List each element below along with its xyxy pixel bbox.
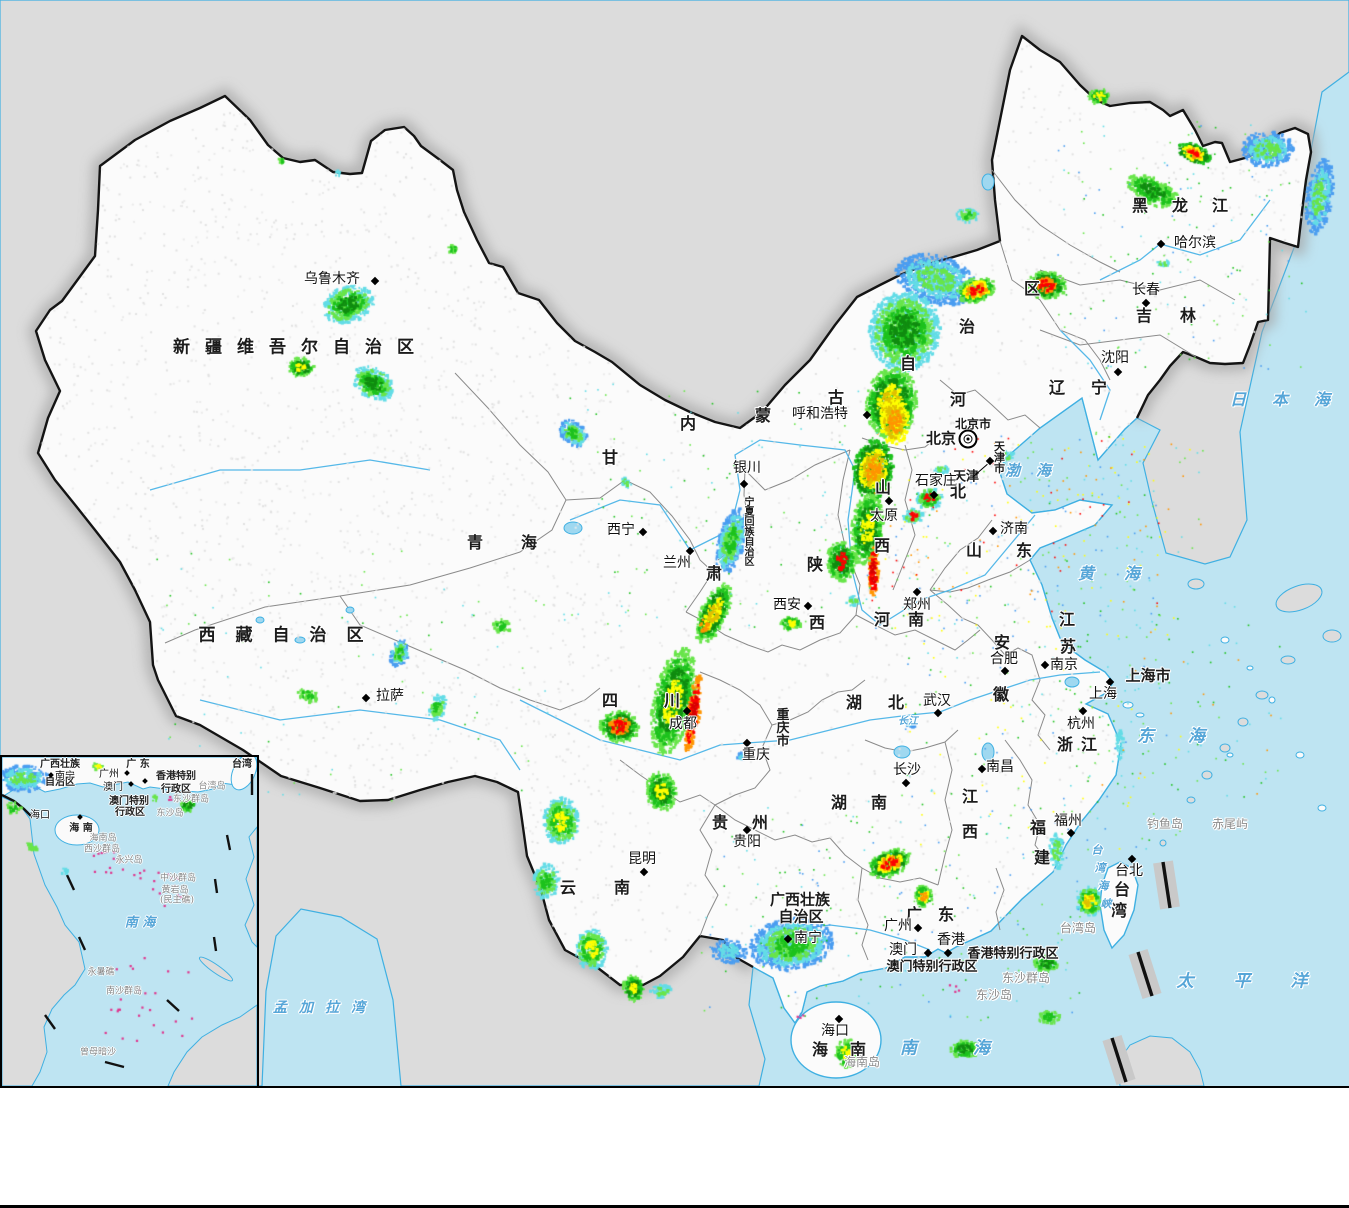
inset-label: 永兴岛 (115, 855, 143, 866)
inset-label: 澳门特别 (109, 796, 149, 807)
inset-label: 澳门 (103, 782, 123, 793)
inset-label: 南宁 (55, 771, 75, 782)
inset-city-dot (142, 778, 148, 784)
inset-city-dot (128, 781, 134, 787)
inset-label: 南 海 (124, 915, 156, 931)
south-china-sea-inset: 广西壮族 自治区广 东南宁 广州 香港特别 行政区 澳门 澳门特别 行政区 台湾 台湾岛 东沙群岛东… (0, 755, 259, 1086)
inset-label: 曾母暗沙 (79, 1047, 117, 1058)
inset-city-dot (124, 770, 130, 776)
inset-label: 台湾 (232, 759, 252, 770)
inset-label: 广 东 (126, 759, 150, 770)
inset-label: 行政区 (161, 784, 191, 795)
inset-label: 西沙群岛 (83, 844, 121, 855)
inset-label: 南沙群岛 (105, 986, 143, 997)
inset-label: 中沙群岛 (159, 873, 197, 884)
inset-label: 行政区 (115, 807, 145, 818)
inset-label: 广州 (99, 769, 119, 780)
legend-panel: 全国雷达拼图 [2025-07-04 21:30:00] [ 组合反射率 ] 5… (0, 1088, 1349, 1205)
inset-label: 自治区 (45, 777, 75, 788)
inset-city-dot (77, 814, 83, 820)
inset-label: 海 南 (69, 823, 93, 834)
inset-label: 海口 (30, 810, 50, 821)
inset-radar-layer (2, 757, 257, 1086)
inset-label: 香港特别 (156, 771, 196, 782)
inset-labels: 广西壮族 自治区广 东南宁 广州 香港特别 行政区 澳门 澳门特别 行政区 台湾 台湾岛 东沙群岛东… (2, 757, 257, 1086)
inset-label: 东沙岛 (156, 808, 184, 819)
inset-label: 广西壮族 (40, 759, 80, 770)
inset-label: 海南岛 (89, 833, 117, 844)
inset-label: 台湾岛 (198, 781, 226, 792)
inset-label: 永暑礁 (87, 967, 115, 978)
inset-label: 黄岩岛 (161, 885, 189, 896)
inset-label: 东沙群岛 (172, 794, 210, 805)
china-radar-map: 黑龙江 吉林 辽宁内蒙古自治区新疆维吾尔自治区甘肃宁夏回族自治区 青海 西藏自治区 四川云… (0, 0, 1349, 1088)
inset-label: (民主礁) (159, 895, 195, 906)
